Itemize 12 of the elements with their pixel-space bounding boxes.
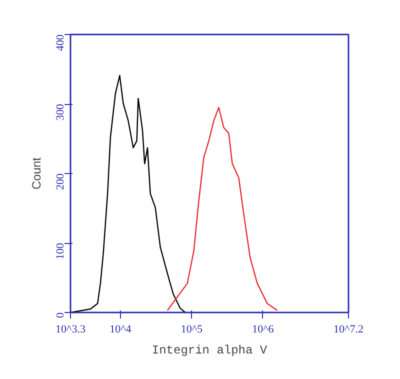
y-tick-label: 100 <box>54 242 66 260</box>
y-tick-label: 200 <box>54 173 66 190</box>
x-tick-label: 10^5 <box>180 324 204 336</box>
y-tick-label: 300 <box>54 104 66 120</box>
y-axis-title: Count <box>30 156 44 190</box>
x-axis-title: Integrin alpha V <box>152 344 268 358</box>
x-tick-label: 10^4 <box>110 324 132 336</box>
y-tick-label: 400 <box>54 34 66 51</box>
y-tick-label: 0 <box>54 312 66 318</box>
x-tick-label: 10^7.2 <box>334 324 364 336</box>
x-tick-label: 10^3.3 <box>56 324 86 336</box>
x-tick-label: 10^6 <box>252 324 274 336</box>
